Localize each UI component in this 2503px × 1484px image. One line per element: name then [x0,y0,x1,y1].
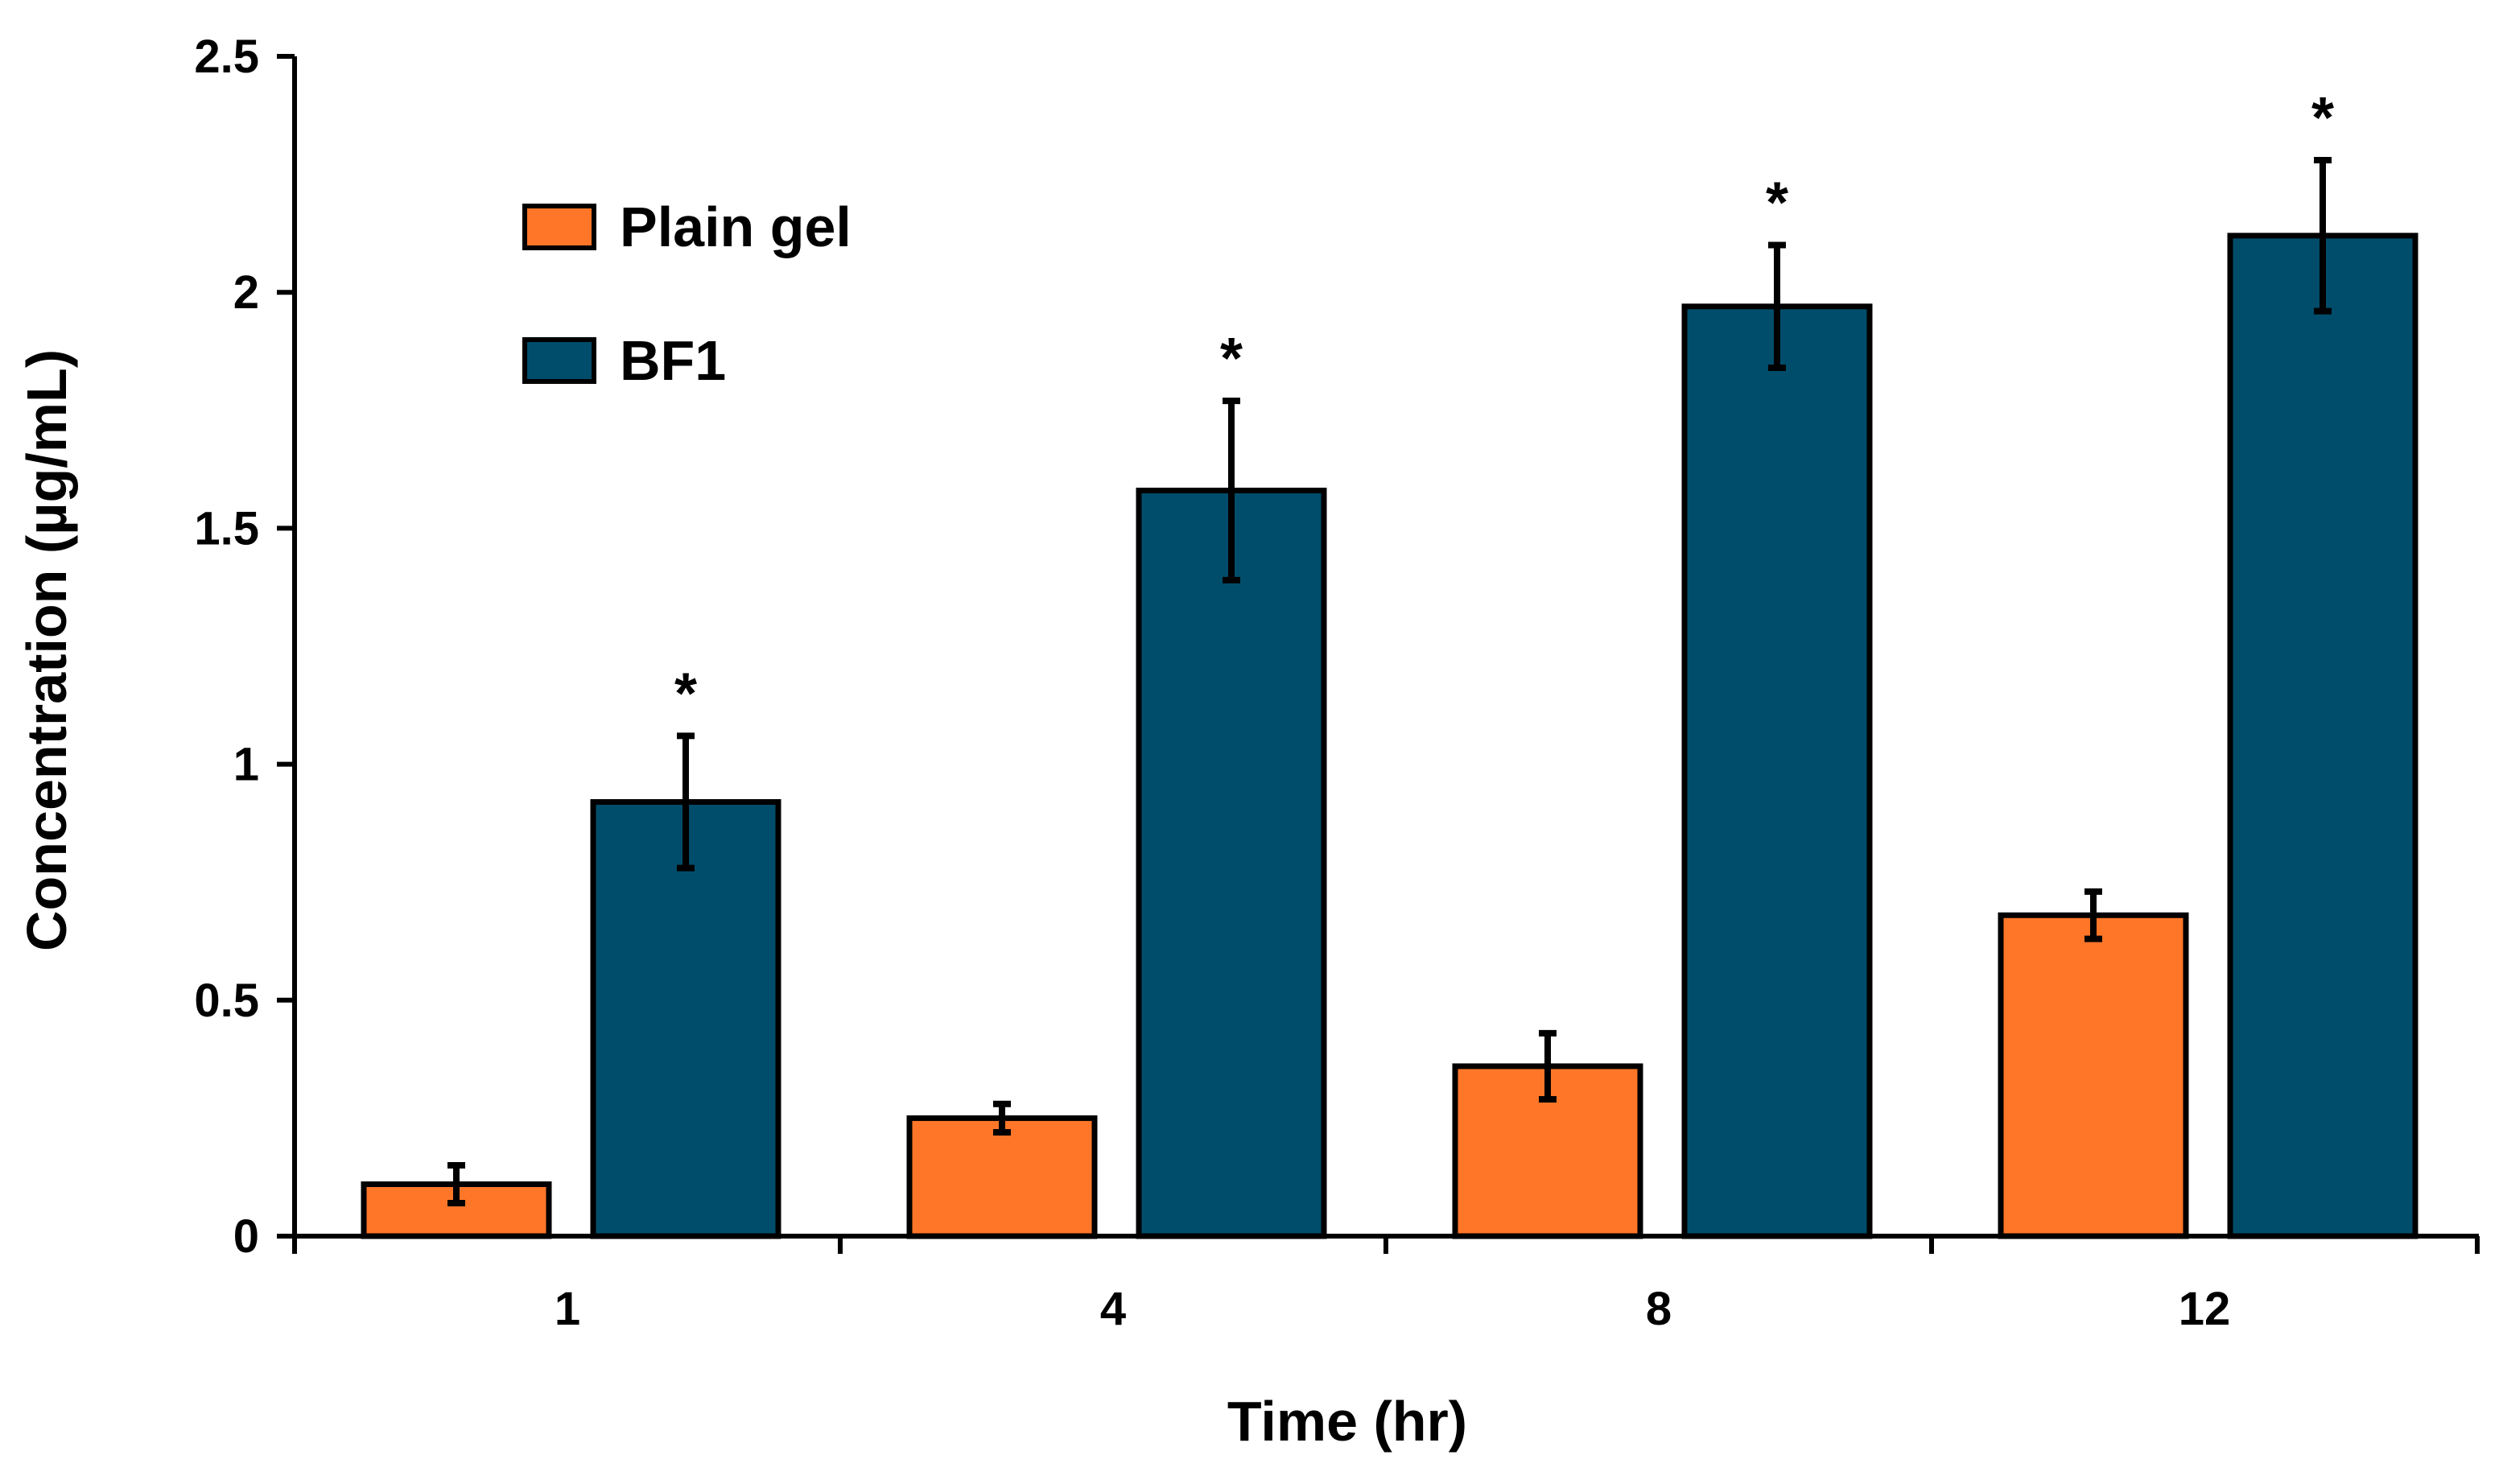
bars [361,233,2418,1239]
significance-marker-4: * [1220,327,1243,391]
y-tick-label: 1 [233,739,259,791]
y-tick-label: 0 [233,1210,259,1263]
error-bar-bf1-4 [1223,398,1240,583]
bar-plain-gel-4 [906,1115,1098,1239]
y-tick-label: 0.5 [194,975,259,1027]
bar-bf1-4 [1136,487,1327,1239]
error-bar-plain-gel-1 [447,1162,465,1206]
significance-markers: * * * * [674,86,2334,726]
bar-bf1-12 [2227,233,2418,1239]
x-tick-label: 1 [555,1283,580,1335]
error-bar-plain-gel-4 [993,1100,1011,1136]
legend: Plain gel BF1 [522,196,852,392]
legend-item-bf1: BF1 [522,329,726,392]
y-axis-title: Concentration (µg/mL) [15,349,78,951]
error-bar-bf1-8 [1768,241,1786,372]
legend-label: BF1 [620,329,726,392]
legend-swatch [522,337,596,384]
error-bar-plain-gel-8 [1539,1029,1557,1103]
x-tick-label: 4 [1100,1283,1126,1335]
bar-plain-gel-12 [1998,912,2189,1239]
significance-marker-12: * [2311,86,2334,150]
x-tick-label: 12 [2179,1283,2231,1335]
error-bars [447,157,2332,1206]
significance-marker-1: * [674,662,697,726]
axes: 0 0.5 1 1.5 2 2.5 1 4 8 12 [194,31,2480,1335]
y-tick-label: 1.5 [194,502,259,554]
significance-marker-8: * [1766,171,1788,236]
error-bar-bf1-1 [677,732,695,872]
bar-bf1-1 [590,799,781,1239]
x-axis-title: Time (hr) [1227,1390,1467,1453]
legend-label: Plain gel [620,196,852,258]
legend-swatch [522,204,596,250]
y-tick-label: 2.5 [194,31,259,83]
legend-item-plain-gel: Plain gel [522,196,852,258]
x-tick-label: 8 [1646,1283,1672,1335]
error-bar-bf1-12 [2314,157,2332,315]
y-tick-label: 2 [233,266,259,319]
bar-bf1-8 [1681,303,1873,1239]
error-bar-plain-gel-12 [2084,888,2102,942]
